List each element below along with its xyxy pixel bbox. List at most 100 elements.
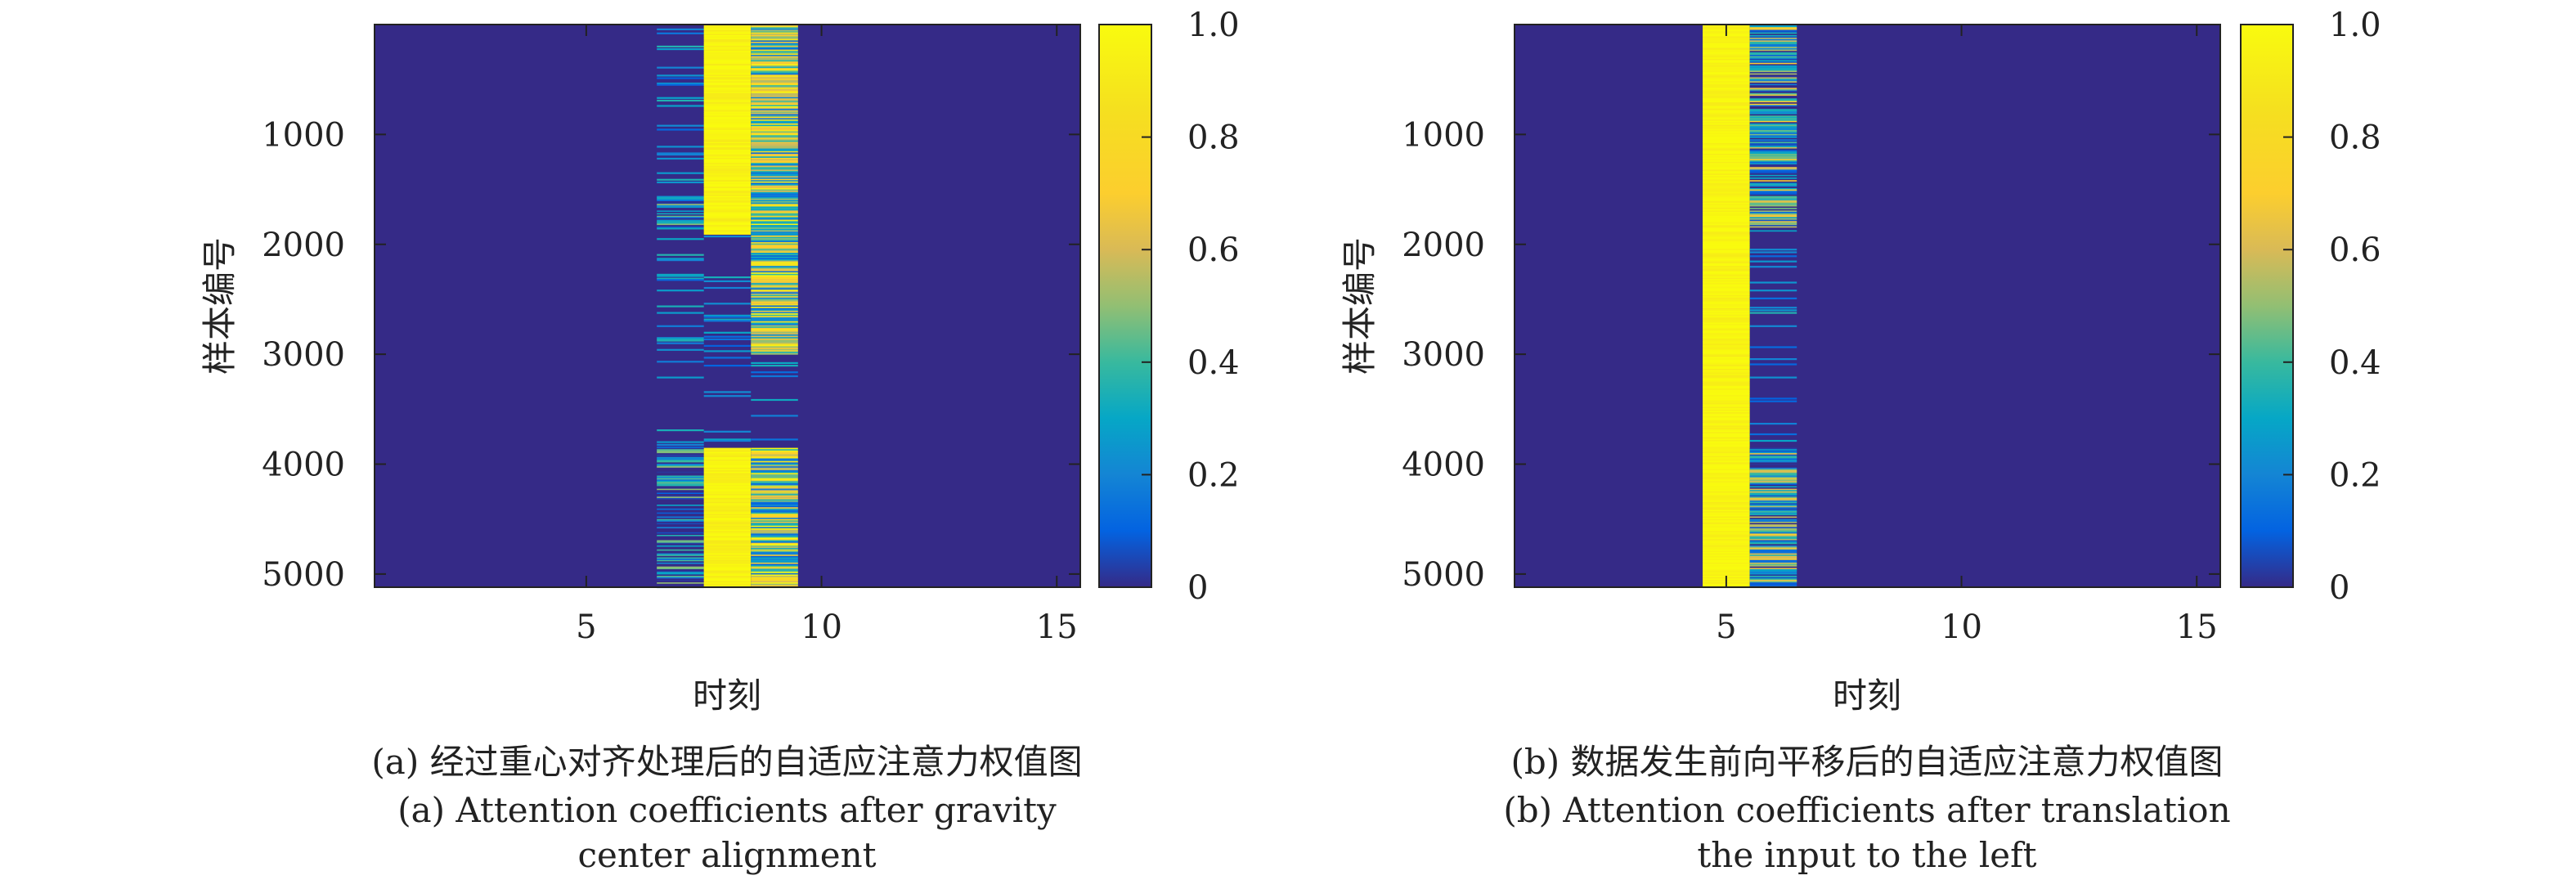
heatmap-b-cell-t6 bbox=[1749, 168, 1797, 170]
heatmap-b-cell-t5 bbox=[1703, 168, 1750, 170]
heatmap-a-cell-t9 bbox=[751, 297, 798, 299]
heatmap-b-cell-t5 bbox=[1703, 164, 1750, 167]
heatmap-a-cell-t9 bbox=[751, 135, 798, 137]
heatmap-b-cell-t6 bbox=[1749, 185, 1797, 187]
heatmap-b-cell-t6 bbox=[1749, 212, 1797, 214]
heatmap-a-cell-t9 bbox=[751, 57, 798, 60]
heatmap-a-cell-t7 bbox=[657, 441, 704, 443]
heatmap-a-cell-t9 bbox=[751, 487, 798, 490]
heatmap-b-cell-t5 bbox=[1703, 152, 1750, 155]
heatmap-b-cell-t6 bbox=[1749, 167, 1797, 169]
heatmap-a-cell-t7 bbox=[657, 99, 704, 102]
heatmap-a-cell-t8 bbox=[703, 320, 752, 322]
colorbar-b-frame bbox=[2240, 24, 2294, 588]
heatmap-a-cell-t8 bbox=[703, 53, 752, 56]
heatmap-a-cell-t7 bbox=[657, 460, 704, 462]
heatmap-b-cell-t5 bbox=[1703, 568, 1750, 570]
heatmap-b-cell-t5 bbox=[1703, 263, 1750, 266]
heatmap-a-ytick-label: 4000 bbox=[262, 447, 345, 484]
colorbar-a-tick-label: 0 bbox=[1187, 569, 1208, 607]
heatmap-b-cell-t5 bbox=[1703, 366, 1750, 368]
heatmap-b-cell-t6 bbox=[1749, 536, 1797, 538]
heatmap-b-cell-t6 bbox=[1749, 505, 1797, 508]
heatmap-a-cell-t9 bbox=[751, 521, 798, 524]
heatmap-b-cell-t5 bbox=[1703, 215, 1750, 218]
heatmap-a-cell-t8 bbox=[703, 552, 752, 555]
heatmap-b-cell-t5 bbox=[1703, 124, 1750, 127]
heatmap-a-cell-t9 bbox=[751, 236, 798, 238]
heatmap-a-cell-t8 bbox=[703, 232, 752, 235]
heatmap-b-cell-t5 bbox=[1703, 58, 1750, 61]
heatmap-a-cell-t8 bbox=[703, 532, 752, 534]
heatmap-a-cell-t8 bbox=[703, 439, 752, 442]
heatmap-b-cell-t6 bbox=[1749, 450, 1797, 452]
heatmap-b-cell-t6 bbox=[1749, 154, 1797, 156]
heatmap-a-cell-t9 bbox=[751, 215, 798, 218]
heatmap-b-cell-t6 bbox=[1749, 90, 1797, 92]
heatmap-b-cell-t6 bbox=[1749, 222, 1797, 225]
heatmap-a-cell-t8 bbox=[703, 537, 752, 540]
heatmap-b-cell-t5 bbox=[1703, 371, 1750, 374]
heatmap-a-cell-t7 bbox=[657, 583, 704, 586]
heatmap-b-cell-t5 bbox=[1703, 351, 1750, 354]
heatmap-a-cell-t8 bbox=[703, 195, 752, 198]
heatmap-a-cell-t7 bbox=[657, 475, 704, 478]
heatmap-a-cell-t8 bbox=[703, 25, 752, 27]
heatmap-b-cell-t5 bbox=[1703, 494, 1750, 496]
heatmap-a-cell-t8 bbox=[703, 52, 752, 55]
heatmap-a-cell-t8 bbox=[703, 524, 752, 527]
heatmap-a-cell-t9 bbox=[751, 79, 798, 81]
heatmap-a-cell-t8 bbox=[703, 83, 752, 85]
heatmap-b-cell-t6 bbox=[1749, 470, 1797, 473]
heatmap-b-cell-t5 bbox=[1703, 370, 1750, 372]
heatmap-b-ytick-label: 2000 bbox=[1402, 227, 1485, 264]
heatmap-a-cell-t9 bbox=[751, 484, 798, 487]
heatmap-b-cell-t5 bbox=[1703, 398, 1750, 402]
heatmap-b-cell-t6 bbox=[1749, 579, 1797, 582]
heatmap-a-cell-t9 bbox=[751, 333, 798, 335]
heatmap-a-cell-t9 bbox=[751, 164, 798, 167]
heatmap-a-cell-t9 bbox=[751, 469, 798, 471]
heatmap-b-cell-t6 bbox=[1749, 155, 1797, 157]
heatmap-a-cell-t9 bbox=[751, 280, 798, 282]
caption-a-en-line2: center alignment bbox=[577, 835, 876, 875]
heatmap-b-cell-t6 bbox=[1749, 176, 1797, 178]
heatmap-a-cell-t9 bbox=[751, 276, 798, 279]
heatmap-b-cell-t5 bbox=[1703, 47, 1750, 49]
heatmap-a-cell-t8 bbox=[703, 460, 752, 462]
heatmap-a-cell-t8 bbox=[703, 208, 752, 210]
heatmap-a-cell-t9 bbox=[751, 137, 798, 139]
heatmap-b-cell-t5 bbox=[1703, 88, 1750, 90]
heatmap-a-cell-t9 bbox=[751, 83, 798, 86]
heatmap-b-cell-t5 bbox=[1703, 279, 1750, 281]
heatmap-a-cell-t9 bbox=[751, 454, 798, 456]
heatmap-a-cell-t8 bbox=[703, 215, 752, 218]
heatmap-b-cell-t5 bbox=[1703, 157, 1750, 160]
heatmap-a-cell-t8 bbox=[703, 479, 752, 482]
heatmap-a-cell-t7 bbox=[657, 576, 704, 578]
heatmap-a-cell-t7 bbox=[657, 146, 704, 148]
heatmap-b-cell-t5 bbox=[1703, 565, 1750, 568]
heatmap-a-cell-t7 bbox=[657, 154, 704, 156]
heatmap-b-cell-t6 bbox=[1749, 38, 1797, 40]
heatmap-a-cell-t9 bbox=[751, 230, 798, 232]
heatmap-a-cell-t8 bbox=[703, 137, 752, 139]
heatmap-a-cell-t7 bbox=[657, 429, 704, 432]
heatmap-a-cell-t9 bbox=[751, 466, 798, 469]
heatmap-b-cell-t5 bbox=[1703, 520, 1750, 523]
heatmap-a-cell-t8 bbox=[703, 28, 752, 30]
heatmap-a-cell-t9 bbox=[751, 450, 798, 452]
heatmap-a-cell-t9 bbox=[751, 490, 798, 492]
heatmap-b-cell-t6 bbox=[1749, 227, 1797, 230]
heatmap-a-cell-t9 bbox=[751, 550, 798, 553]
heatmap-b-cell-t5 bbox=[1703, 163, 1750, 165]
heatmap-b-cell-t5 bbox=[1703, 447, 1750, 449]
heatmap-a-cell-t8 bbox=[703, 146, 752, 148]
heatmap-a-cell-t8 bbox=[703, 456, 752, 460]
heatmap-b-cell-t5 bbox=[1703, 191, 1750, 194]
heatmap-b-cell-t6 bbox=[1749, 157, 1797, 160]
heatmap-b-cell-t6 bbox=[1749, 92, 1797, 94]
heatmap-a-cell-t8 bbox=[703, 182, 752, 185]
caption-a-en-line1: (a) Attention coefficients after gravity bbox=[397, 790, 1057, 830]
heatmap-b-cell-t6 bbox=[1749, 518, 1797, 520]
